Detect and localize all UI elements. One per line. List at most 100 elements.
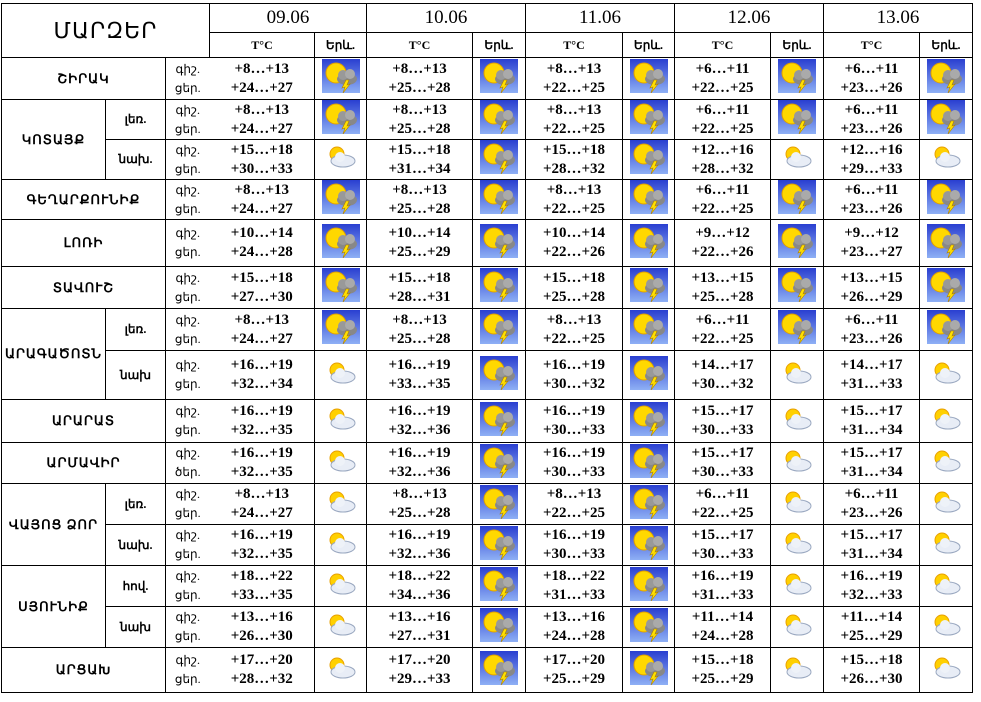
storm-icon <box>927 268 965 303</box>
temp-header: T°C <box>823 32 920 58</box>
storm-icon <box>927 59 965 94</box>
night-temp: +6…+11 <box>695 60 750 77</box>
cloudy-icon <box>934 362 961 383</box>
night-temp: +11…+14 <box>840 609 903 625</box>
temps: +8…+13 +24…+27 <box>209 483 315 525</box>
time-labels: գիշ. ցեր. <box>165 139 210 180</box>
row: ԱՐՄԱՎԻՐ գիշ. ծեր. +16…+19 +32…+35 +16…+19 +32…… <box>1 442 973 484</box>
temps: +6…+11 +22…+25 <box>674 308 771 351</box>
day-temp: +31…+33 <box>840 376 903 392</box>
storm-icon <box>629 223 668 258</box>
row: ԱՐԱՐԱՏ գիշ. ցեր. +16…+19 +32…+35 +16…+19 +32…+… <box>1 399 973 443</box>
day-label: ցեր. <box>174 121 201 136</box>
cloudy-icon <box>934 146 961 168</box>
day-temp: +25…+28 <box>388 79 451 96</box>
temps: +12…+16 +28…+32 <box>674 139 771 180</box>
storm-icon <box>629 140 668 175</box>
night-label: գիշ. <box>175 610 200 624</box>
night-temp: +9…+12 <box>844 225 899 241</box>
day-temp: +23…+26 <box>840 79 903 96</box>
weather-icon <box>622 179 675 220</box>
cloudy-icon <box>785 491 812 512</box>
phen-header: Երև. <box>770 32 824 58</box>
storm-icon <box>629 607 668 642</box>
night-temp: +14…+17 <box>840 357 903 373</box>
time-labels: գիշ. ցեր. <box>165 57 210 100</box>
temps: +16…+19 +31…+33 <box>674 565 771 607</box>
weather-icon <box>622 565 675 607</box>
day-temp: +22…+25 <box>691 200 754 217</box>
night-temp: +10…+14 <box>230 225 293 241</box>
day-temp: +25…+28 <box>542 288 606 305</box>
region: ՎԱՅՈՑ ՁՈՐ <box>1 483 106 566</box>
region: ԱՐԱՐԱՏ <box>1 399 166 443</box>
night-temp: +12…+16 <box>840 141 903 158</box>
night-temp: +8…+13 <box>234 311 290 328</box>
day-temp: +29…+33 <box>388 671 451 687</box>
weather-icon <box>472 606 526 648</box>
night-temp: +8…+13 <box>234 181 290 198</box>
weather-icon <box>314 57 367 100</box>
day-temp: +22…+25 <box>542 79 606 96</box>
night-temp: +15…+18 <box>388 269 451 286</box>
region: ԱՐԱԳԱԾՈՏՆ <box>1 308 106 400</box>
row: նախ. գիշ. ցեր. +16…+19 +32…+35 +16…+19 +32…+36… <box>2 524 973 566</box>
night-temp: +15…+17 <box>691 403 754 419</box>
storm-icon <box>480 607 518 642</box>
storm-icon <box>629 268 668 303</box>
row: ԼՈՌԻ գիշ. ցեր. +10…+14 +24…+28 +10…+14 +25…+29… <box>1 219 973 267</box>
temps: +16…+19 +30…+33 <box>525 399 623 443</box>
date: 10.06 <box>366 3 526 33</box>
time-labels: գիշ. ցեր. <box>165 99 210 140</box>
weather-icon <box>314 139 367 180</box>
day-temp: +23…+26 <box>840 120 903 137</box>
day-temp: +24…+27 <box>230 330 293 347</box>
night-temp: +16…+19 <box>542 527 606 543</box>
weather-icon <box>472 308 526 351</box>
weather-icon <box>919 99 973 140</box>
temps: +9…+12 +23…+27 <box>823 219 920 267</box>
day-temp: +23…+26 <box>840 330 903 347</box>
temps: +10…+14 +24…+28 <box>209 219 315 267</box>
temps: +8…+13 +25…+28 <box>366 308 473 351</box>
storm-icon <box>480 566 518 601</box>
day-label: ցեր. <box>174 547 201 561</box>
temps: +15…+17 +31…+34 <box>823 399 920 443</box>
title: ՄԱՐԶԵՐ <box>1 3 210 58</box>
temps: +16…+19 +30…+33 <box>525 442 623 484</box>
region: ԿՈՏԱՅՔ <box>1 99 106 180</box>
day-temp: +24…+27 <box>230 200 293 217</box>
day-temp: +27…+30 <box>230 288 293 305</box>
weather-icon <box>622 266 675 309</box>
day-temp: +31…+34 <box>388 160 451 177</box>
temps: +15…+18 +31…+34 <box>366 139 473 180</box>
day-temp: +26…+30 <box>840 671 903 687</box>
weather-icon <box>919 179 973 220</box>
temps: +15…+18 +28…+31 <box>366 266 473 309</box>
weather-icon <box>314 350 367 400</box>
cloudy-icon <box>934 408 961 429</box>
weather-icon <box>472 524 526 566</box>
day-label: ցեր. <box>174 201 201 216</box>
weather-icon <box>622 606 675 648</box>
night-temp: +8…+13 <box>546 486 602 502</box>
night-temp: +15…+18 <box>691 652 754 668</box>
storm-icon <box>629 100 668 135</box>
night-temp: +15…+18 <box>542 141 606 158</box>
weather-icon <box>622 647 675 693</box>
subregion: հով. <box>105 565 166 607</box>
day-label: ցեր. <box>174 80 201 95</box>
temp-header: T°C <box>674 32 771 58</box>
cloudy-icon <box>785 614 812 635</box>
weather-icon <box>472 647 526 693</box>
weather-icon <box>472 57 526 100</box>
weather-icon <box>622 350 675 400</box>
row: ԱՐՑԱԽ գիշ. ցեր. +17…+20 +28…+32 +17…+20 +29…+3… <box>1 647 973 693</box>
temps: +16…+19 +32…+36 <box>366 442 473 484</box>
storm-icon <box>480 310 518 345</box>
night-temp: +8…+13 <box>546 60 602 77</box>
temps: +18…+22 +31…+33 <box>525 565 623 607</box>
day-temp: +25…+28 <box>388 505 451 521</box>
weather-icon <box>770 219 824 267</box>
weather-icon <box>919 308 973 351</box>
